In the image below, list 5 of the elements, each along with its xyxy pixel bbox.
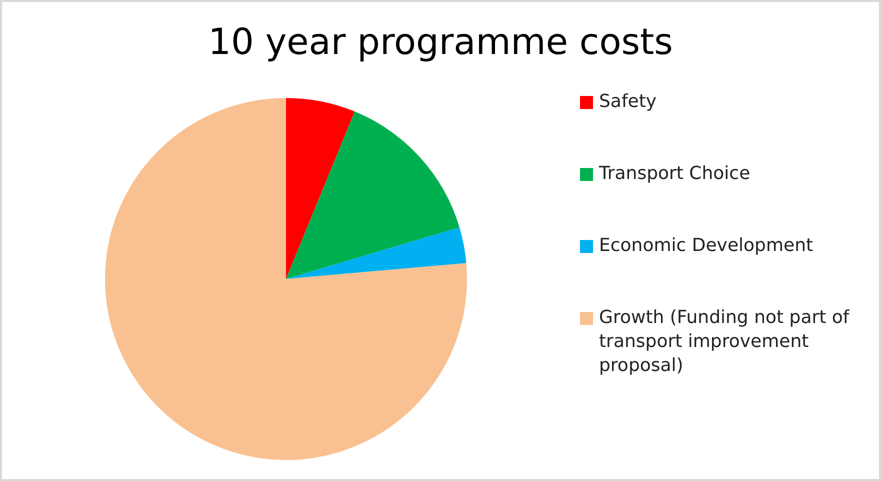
legend-label: Safety: [599, 90, 657, 114]
legend-label: Growth (Funding not part of transport improvement proposal): [599, 306, 850, 378]
legend-label: Transport Choice: [599, 162, 750, 186]
chart-title: 10 year programme costs: [207, 22, 674, 63]
legend-label: Economic Development: [599, 234, 814, 258]
